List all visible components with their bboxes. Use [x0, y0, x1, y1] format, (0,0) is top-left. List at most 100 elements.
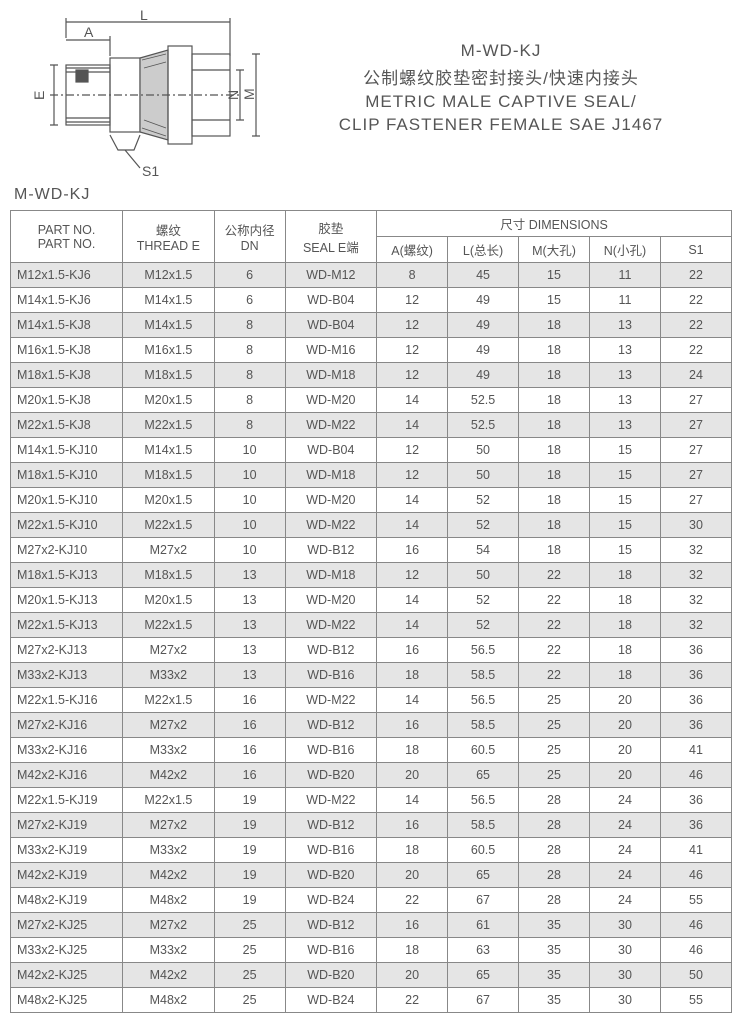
cell-value: 52 [448, 613, 519, 638]
cell-partno: M27x2-KJ10 [11, 538, 123, 563]
cell-value: M27x2 [123, 913, 215, 938]
table-row: M20x1.5-KJ8M20x1.58WD-M201452.5181327 [11, 388, 732, 413]
dim-label-E: E [31, 91, 47, 100]
cell-partno: M22x1.5-KJ10 [11, 513, 123, 538]
cell-partno: M42x2-KJ25 [11, 963, 123, 988]
cell-value: 36 [660, 663, 731, 688]
cell-partno: M27x2-KJ16 [11, 713, 123, 738]
cell-value: 36 [660, 713, 731, 738]
title-en1: METRIC MALE CAPTIVE SEAL/ [270, 92, 732, 112]
cell-value: 30 [589, 913, 660, 938]
cell-value: 24 [589, 813, 660, 838]
table-row: M33x2-KJ16M33x216WD-B161860.5252041 [11, 738, 732, 763]
cell-value: 18 [589, 563, 660, 588]
diagram: L A E N M S1 [10, 10, 270, 180]
cell-value: 16 [214, 688, 285, 713]
cell-value: M22x1.5 [123, 613, 215, 638]
cell-value: 18 [377, 663, 448, 688]
cell-value: M33x2 [123, 738, 215, 763]
cell-value: 18 [377, 838, 448, 863]
cell-value: 67 [448, 888, 519, 913]
title-en2: CLIP FASTENER FEMALE SAE J1467 [270, 115, 732, 135]
table-row: M33x2-KJ19M33x219WD-B161860.5282441 [11, 838, 732, 863]
cell-partno: M27x2-KJ25 [11, 913, 123, 938]
cell-value: 13 [214, 613, 285, 638]
cell-partno: M33x2-KJ16 [11, 738, 123, 763]
cell-value: 30 [589, 963, 660, 988]
cell-value: M12x1.5 [123, 263, 215, 288]
cell-value: WD-B20 [285, 763, 377, 788]
cell-partno: M16x1.5-KJ8 [11, 338, 123, 363]
cell-value: 10 [214, 513, 285, 538]
cell-value: 30 [589, 938, 660, 963]
cell-value: 20 [377, 763, 448, 788]
cell-value: 56.5 [448, 638, 519, 663]
cell-value: 67 [448, 988, 519, 1013]
cell-value: 6 [214, 288, 285, 313]
cell-value: 13 [214, 563, 285, 588]
cell-value: 63 [448, 938, 519, 963]
cell-value: 46 [660, 913, 731, 938]
cell-value: 18 [519, 513, 590, 538]
cell-value: 50 [660, 963, 731, 988]
cell-value: 49 [448, 338, 519, 363]
cell-value: 50 [448, 563, 519, 588]
cell-value: 36 [660, 813, 731, 838]
cell-value: M22x1.5 [123, 513, 215, 538]
dimensions-table: PART NO.PART NO. 螺纹THREAD E 公称内径DN 胶垫SEA… [10, 210, 732, 1013]
dim-label-S1: S1 [142, 163, 159, 179]
cell-value: 13 [589, 363, 660, 388]
cell-value: 18 [377, 938, 448, 963]
cell-value: 18 [519, 313, 590, 338]
cell-value: WD-M22 [285, 413, 377, 438]
cell-value: 12 [377, 338, 448, 363]
cell-value: M27x2 [123, 638, 215, 663]
dim-label-M: M [241, 88, 257, 100]
cell-value: 22 [377, 888, 448, 913]
cell-value: M42x2 [123, 763, 215, 788]
cell-value: 41 [660, 738, 731, 763]
cell-value: 10 [214, 538, 285, 563]
table-row: M14x1.5-KJ10M14x1.510WD-B041250181527 [11, 438, 732, 463]
cell-value: 28 [519, 813, 590, 838]
table-row: M42x2-KJ25M42x225WD-B202065353050 [11, 963, 732, 988]
cell-value: 32 [660, 538, 731, 563]
cell-value: 50 [448, 463, 519, 488]
cell-value: 12 [377, 438, 448, 463]
cell-value: 25 [214, 988, 285, 1013]
cell-value: 22 [519, 613, 590, 638]
cell-value: 24 [589, 863, 660, 888]
cell-value: 24 [660, 363, 731, 388]
cell-value: 18 [589, 588, 660, 613]
cell-value: M27x2 [123, 813, 215, 838]
cell-value: 52.5 [448, 388, 519, 413]
cell-value: 25 [214, 913, 285, 938]
cell-value: M33x2 [123, 663, 215, 688]
table-row: M22x1.5-KJ13M22x1.513WD-M221452221832 [11, 613, 732, 638]
th-dn: 公称内径DN [214, 211, 285, 263]
cell-value: WD-M20 [285, 388, 377, 413]
cell-value: M22x1.5 [123, 413, 215, 438]
cell-value: M22x1.5 [123, 788, 215, 813]
cell-value: 30 [589, 988, 660, 1013]
cell-value: WD-B04 [285, 438, 377, 463]
cell-value: 18 [377, 738, 448, 763]
cell-partno: M18x1.5-KJ10 [11, 463, 123, 488]
cell-value: 18 [519, 413, 590, 438]
cell-value: 35 [519, 963, 590, 988]
cell-value: 11 [589, 288, 660, 313]
cell-value: 15 [519, 288, 590, 313]
cell-value: WD-M20 [285, 588, 377, 613]
cell-partno: M22x1.5-KJ19 [11, 788, 123, 813]
table-row: M27x2-KJ13M27x213WD-B121656.5221836 [11, 638, 732, 663]
cell-value: M48x2 [123, 988, 215, 1013]
cell-value: 49 [448, 363, 519, 388]
cell-value: M27x2 [123, 538, 215, 563]
cell-value: 28 [519, 788, 590, 813]
cell-value: 25 [214, 938, 285, 963]
cell-value: M42x2 [123, 963, 215, 988]
th-S1: S1 [660, 237, 731, 263]
cell-value: 14 [377, 413, 448, 438]
cell-value: 24 [589, 788, 660, 813]
table-row: M18x1.5-KJ8M18x1.58WD-M181249181324 [11, 363, 732, 388]
